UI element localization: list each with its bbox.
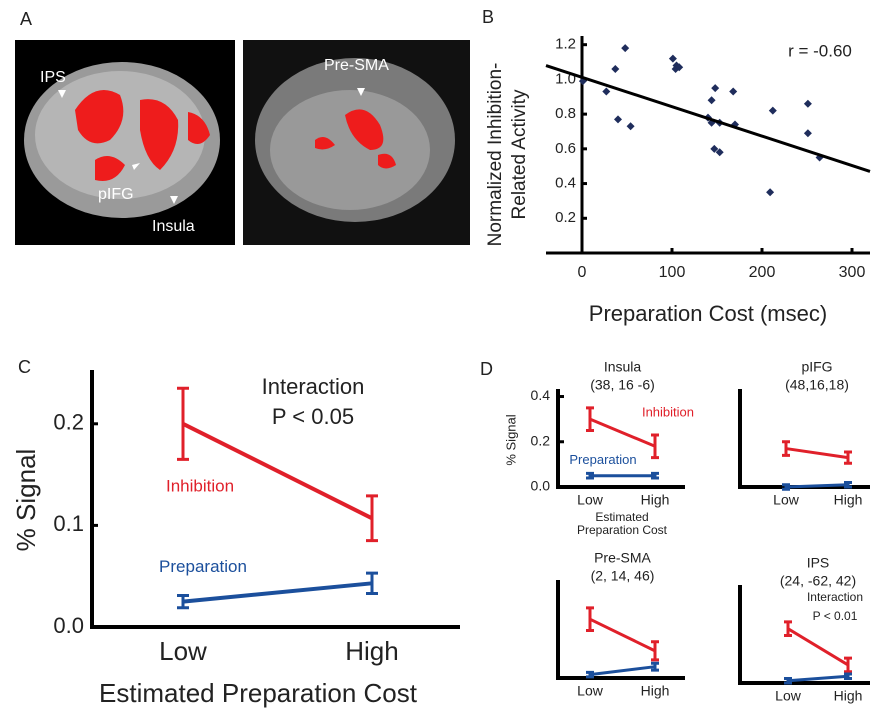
brain-slice-inner (270, 90, 430, 210)
chart-title: Insula (604, 359, 642, 375)
series-label: Preparation (569, 452, 636, 467)
annotation: r = -0.60 (788, 41, 852, 60)
x-tick-label: 300 (839, 264, 866, 281)
panel-a: IPS pIFG Insula Pre-SMA (15, 40, 470, 245)
y-axis-label: Related Activity (509, 89, 530, 219)
point (729, 88, 737, 96)
x-tick-label: High (641, 683, 670, 699)
x-tick-label: 100 (659, 264, 686, 281)
y-tick-label: 0.0 (531, 478, 551, 494)
x-axis-label: Estimated (595, 510, 648, 524)
x-tick-label: High (834, 492, 863, 508)
chart-subtitle: (2, 14, 46) (591, 568, 655, 584)
trend-line (546, 66, 870, 172)
x-tick-label: High (641, 492, 670, 508)
series-line (590, 667, 655, 675)
point (669, 55, 677, 63)
point (602, 88, 610, 96)
panel-label: A (20, 9, 32, 29)
series-line (590, 419, 655, 446)
series-line (786, 449, 848, 458)
series-line (183, 583, 372, 601)
figure: IPS pIFG Insula Pre-SMA A B C D 0 100 200 3… (0, 0, 882, 711)
point (614, 115, 622, 123)
point (804, 129, 812, 137)
x-axis-label: Preparation Cost (577, 523, 668, 537)
chart-title: pIFG (801, 359, 832, 375)
series-line (788, 629, 848, 665)
point (711, 84, 719, 92)
y-tick-label: 0.2 (531, 432, 551, 448)
series-label: Inhibition (166, 476, 234, 495)
y-axis-label: % Signal (503, 414, 518, 465)
point (804, 100, 812, 108)
series-line (183, 424, 372, 518)
chart-title: IPS (807, 555, 830, 571)
chart-title: Pre-SMA (594, 550, 651, 566)
panel-label: B (482, 7, 494, 27)
x-tick-label: 200 (749, 264, 776, 281)
brain-label: IPS (40, 69, 66, 86)
y-tick-label: 0.0 (53, 613, 84, 638)
x-tick-label: High (345, 636, 398, 666)
y-tick-label: 0.6 (555, 140, 576, 157)
y-tick-label: 0.8 (555, 105, 576, 122)
point (621, 44, 629, 52)
point (766, 188, 774, 196)
x-tick-label: Low (159, 636, 207, 666)
annotation: Interaction (807, 590, 863, 604)
series-line (590, 619, 655, 651)
annotation: Interaction (262, 374, 365, 399)
annotation: P < 0.01 (813, 609, 858, 623)
chart-subtitle: (48,16,18) (785, 377, 849, 393)
point (627, 122, 635, 130)
y-tick-label: 0.4 (531, 387, 551, 403)
panel-label: D (480, 359, 493, 379)
brain-label: Pre-SMA (324, 57, 389, 74)
series-label: Inhibition (642, 405, 694, 420)
panel-label: C (18, 357, 31, 377)
x-tick-label: High (834, 688, 863, 704)
x-tick-label: 0 (578, 264, 587, 281)
x-axis-label: Preparation Cost (msec) (589, 301, 827, 326)
x-tick-label: Low (577, 683, 604, 699)
y-tick-label: 0.2 (555, 209, 576, 226)
y-axis-label: % Signal (11, 449, 41, 552)
point (769, 107, 777, 115)
x-axis-label: Estimated Preparation Cost (99, 678, 418, 708)
x-tick-label: Low (773, 492, 800, 508)
y-tick-label: 1.2 (555, 36, 576, 53)
series-label: Preparation (159, 557, 247, 576)
y-tick-label: 0.4 (555, 175, 576, 192)
series-line (788, 676, 848, 681)
x-tick-label: Low (577, 492, 604, 508)
brain-label: pIFG (98, 186, 134, 203)
chart-subtitle: (24, -62, 42) (780, 573, 856, 589)
y-tick-label: 0.1 (53, 511, 84, 536)
annotation: P < 0.05 (272, 404, 354, 429)
y-tick-label: 0.2 (53, 410, 84, 435)
point (708, 96, 716, 104)
chart-subtitle: (38, 16 -6) (590, 377, 655, 393)
y-axis-label: Normalized Inhibition- (485, 63, 506, 247)
brain-label: Insula (152, 218, 195, 235)
x-tick-label: Low (775, 688, 802, 704)
point (611, 65, 619, 73)
